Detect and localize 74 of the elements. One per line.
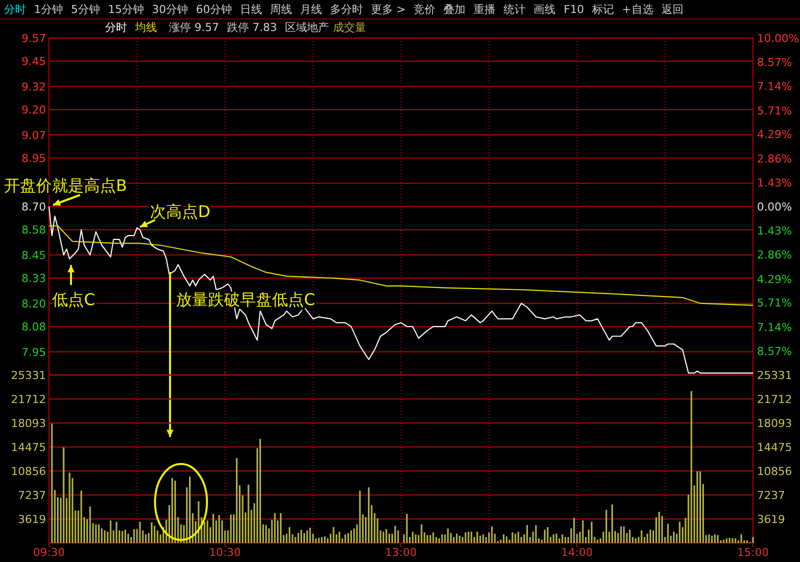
y-tick-label: 8.45 (22, 248, 46, 262)
y-tick-label: 8.08 (22, 320, 46, 334)
y2-tick-label: 18093 (757, 417, 792, 430)
y2-tick-label: 4.29% (757, 128, 792, 142)
text: 标记 (591, 3, 614, 16)
y2-tick-label: 14475 (757, 441, 792, 454)
text: 15分钟 (108, 3, 144, 16)
y-tick-label: 7.95 (22, 346, 46, 359)
text: 周线 (270, 3, 292, 16)
y-tick-label: 14475 (11, 441, 46, 454)
text: 叠加 (444, 3, 466, 16)
x-tick-label: 14:00 (561, 546, 593, 559)
y2-tick-label: 10856 (757, 465, 792, 478)
y-tick-label: 8.58 (22, 224, 46, 237)
text: 更多 > (371, 3, 406, 16)
y2-tick-label: 2.86% (757, 152, 792, 166)
y2-tick-label: 1.43% (757, 224, 792, 238)
y2-tick-label: 5.71% (757, 104, 792, 118)
text: 区域地产 (285, 21, 329, 34)
y-tick-label: 18093 (11, 417, 46, 430)
y2-tick-label: 10.00% (757, 32, 799, 45)
x-tick-label: 15:00 (737, 546, 769, 559)
line-series (48, 206, 754, 374)
y-tick-label: 3619 (18, 513, 46, 526)
text: 重播 (474, 3, 496, 16)
y2-tick-label: 3619 (757, 513, 785, 526)
line-series (48, 225, 754, 306)
text: 分时 (105, 21, 127, 34)
x-tick-label: 09:30 (33, 546, 65, 559)
text: 涨停 9.57 (169, 21, 219, 34)
text: 返回 (661, 3, 684, 16)
x-tick-label: 10:30 (209, 546, 241, 559)
text: 跌停 7.83 (227, 21, 277, 34)
y-tick-label: 25331 (11, 369, 46, 382)
y2-tick-label: 8.57% (757, 56, 792, 70)
y-tick-label: 8.95 (22, 152, 46, 166)
y2-tick-label: 21712 (757, 393, 792, 406)
y2-tick-label: 7.14% (757, 320, 792, 334)
text: 均线 (134, 21, 157, 34)
text: 1分钟 (34, 3, 63, 16)
text: F10 (564, 3, 584, 16)
y-tick-label: 8.33 (22, 272, 46, 286)
y-tick-label: 7237 (18, 489, 46, 502)
text: 月线 (300, 3, 322, 16)
y2-tick-label: 7237 (757, 489, 785, 502)
y2-tick-label: 25331 (757, 369, 792, 382)
y2-tick-label: 5.71% (757, 296, 792, 310)
text: 多分时 (330, 3, 363, 16)
y-tick-label: 10856 (11, 465, 46, 478)
y-tick-label: 8.20 (22, 297, 46, 310)
y2-tick-label: 2.86% (757, 248, 792, 262)
text: 30分钟 (152, 3, 188, 16)
y2-tick-label: 8.57% (757, 344, 792, 358)
text: 分时 (4, 3, 26, 16)
text: 5分钟 (71, 3, 100, 16)
y-tick-label: 9.20 (22, 104, 46, 117)
text: 60分钟 (196, 3, 232, 16)
annotation: 次高点D (150, 202, 210, 221)
x-tick-label: 13:00 (385, 546, 417, 559)
text: +自选 (622, 3, 654, 16)
text: 竞价 (414, 3, 436, 16)
y2-tick-label: 7.14% (757, 80, 792, 94)
y-tick-label: 9.57 (22, 32, 46, 45)
y-tick-label: 9.32 (22, 80, 46, 94)
text: 日线 (240, 3, 262, 16)
text: 统计 (504, 3, 526, 16)
text: 画线 (534, 3, 556, 16)
y2-tick-label: 4.29% (757, 272, 792, 286)
y-tick-label: 9.07 (22, 128, 46, 142)
y2-tick-label: 1.43% (757, 176, 792, 190)
y-tick-label: 21712 (11, 393, 46, 406)
y-tick-label: 9.45 (22, 55, 46, 68)
y2-tick-label: 0.00% (757, 200, 792, 214)
text: 成交量 (333, 21, 366, 34)
